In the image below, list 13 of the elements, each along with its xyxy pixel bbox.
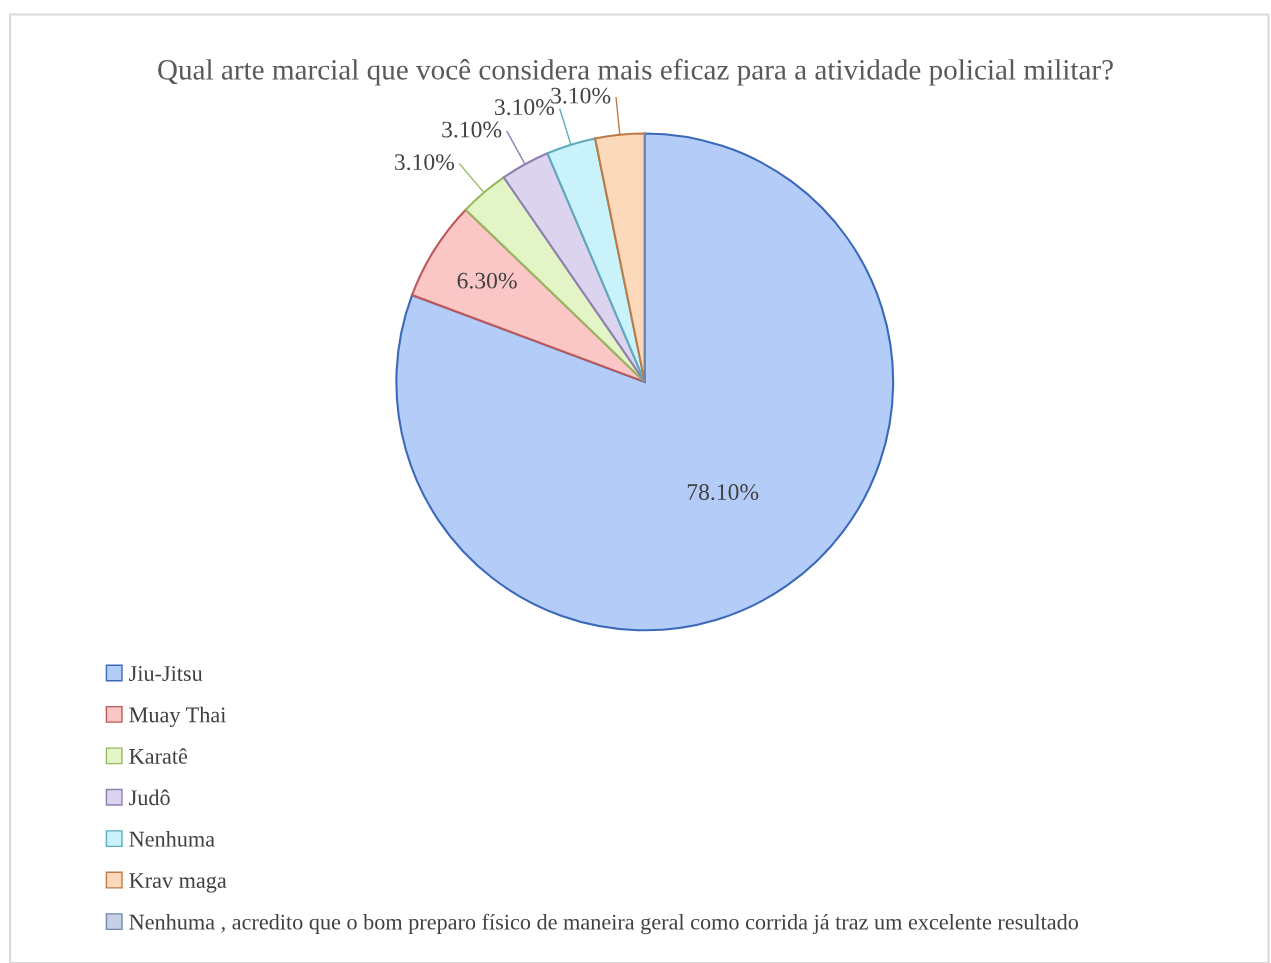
chart-title: Qual arte marcial que você considera mais eficaz para a atividade policial militar?: [158, 58, 1113, 86]
legend-label: Judô: [129, 789, 170, 806]
data-label: 6.30%: [457, 272, 517, 289]
data-label: 3.10%: [442, 121, 502, 138]
data-label: 78.10%: [687, 484, 759, 501]
legend-label: Karatê: [129, 748, 188, 764]
data-label: 3.10%: [394, 154, 455, 171]
legend-label: Muay Thai: [129, 706, 226, 727]
legend-label: Nenhuma: [129, 831, 215, 847]
legend-label: Krav maga: [129, 873, 227, 893]
pie-slice: [411, 208, 646, 383]
legend-label: Nenhuma , acredito que o bom preparo físico de maneira geral como corrida já traz um excelente resultado: [129, 913, 1079, 935]
legend-label: Jiu-Jitsu: [129, 666, 203, 681]
